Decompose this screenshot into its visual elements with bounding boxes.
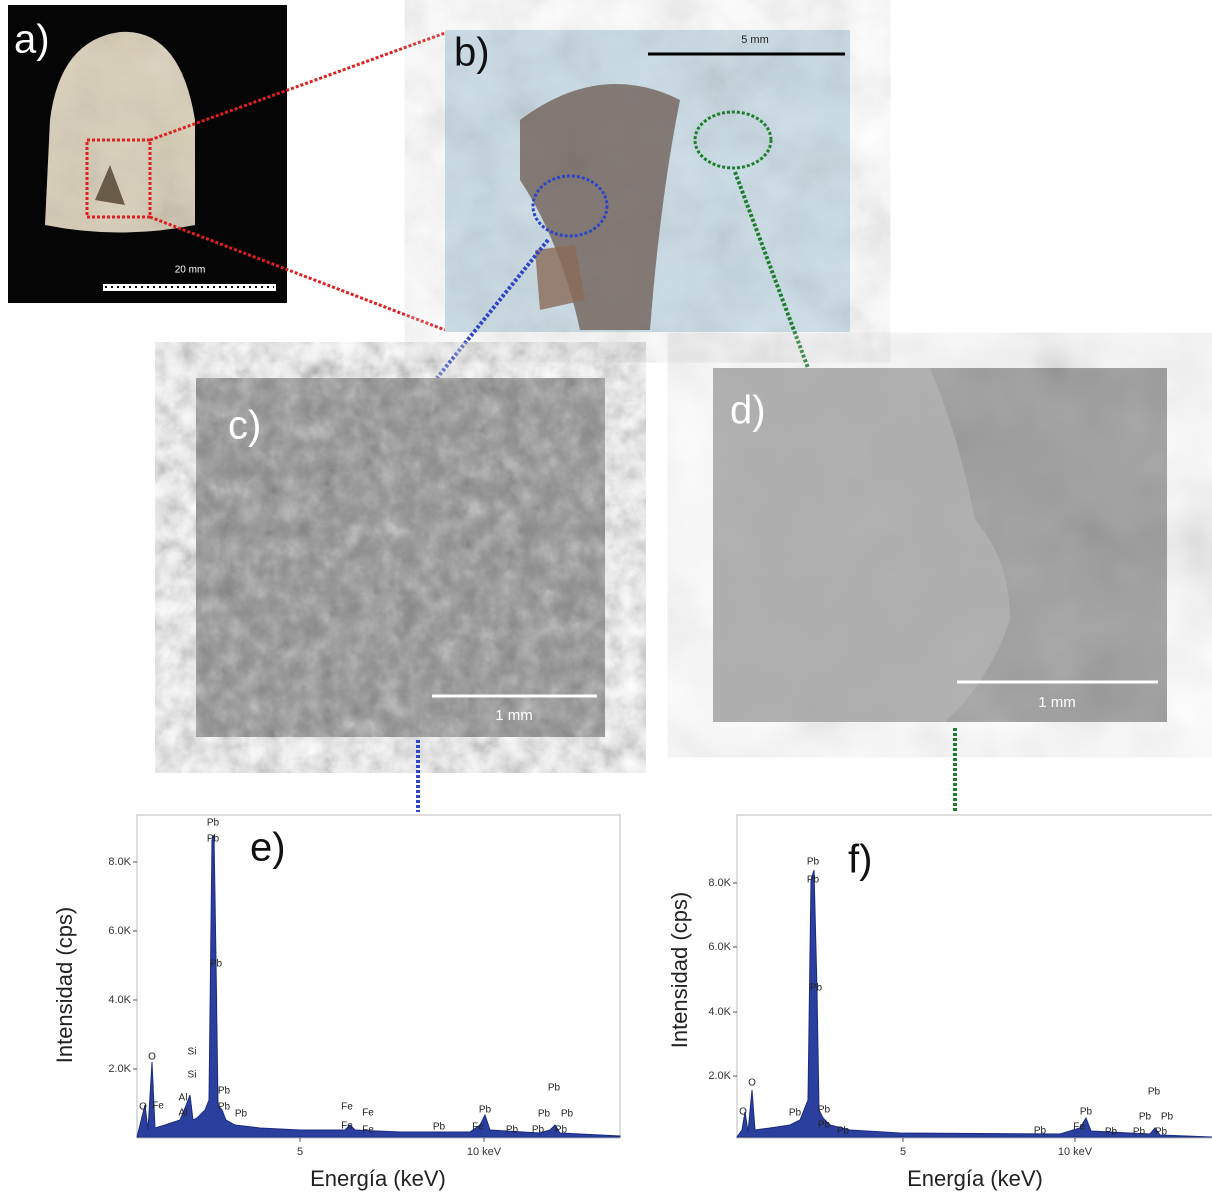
peak-label: Fe — [152, 1101, 164, 1112]
peak-label: Pb — [807, 875, 820, 886]
x-tick-label: 10 keV — [1058, 1146, 1093, 1158]
y-tick-label: 8.0K — [708, 877, 731, 889]
x-tick-label: 10 keV — [467, 1146, 502, 1158]
peak-label: Pb — [1034, 1126, 1047, 1137]
peak-label: Pb — [837, 1126, 850, 1137]
peak-label: O — [139, 1102, 147, 1113]
panel-label: f) — [848, 838, 872, 882]
peak-label: O — [148, 1052, 156, 1063]
x-axis-label: Energía (keV) — [310, 1166, 446, 1191]
panel-label: c) — [228, 404, 261, 448]
peak-label: Pb — [1155, 1127, 1168, 1138]
panel-b: b) 5 mm — [445, 30, 850, 332]
panel-f: f) Energía (keV) Intensidad (cps) 8.0K 6.… — [667, 814, 1212, 1191]
peak-label: Al — [179, 1093, 188, 1104]
peak-label: Pb — [538, 1109, 551, 1120]
peak-label: Pb — [1161, 1112, 1174, 1123]
peak-label: Pb — [218, 1086, 231, 1097]
peak-label: Pb — [548, 1083, 561, 1094]
y-tick-label: 2.0K — [708, 1070, 731, 1082]
y-tick-label: 4.0K — [708, 1006, 731, 1018]
scale-label: 5 mm — [741, 34, 769, 46]
peak-label: Pb — [561, 1109, 574, 1120]
peak-label: Pb — [1105, 1127, 1118, 1138]
peak-label: Fe — [472, 1122, 484, 1133]
scale-label: 1 mm — [1038, 694, 1076, 711]
x-tick-label: 5 — [297, 1146, 303, 1158]
panel-label: b) — [454, 31, 490, 75]
peak-label: Pb — [789, 1108, 802, 1119]
peak-label: O — [739, 1107, 747, 1118]
peak-label: Fe — [341, 1121, 353, 1132]
panel-d: d) 1 mm — [713, 368, 1167, 722]
peak-label: Pb — [555, 1125, 568, 1136]
peak-label: Pb — [207, 818, 220, 829]
scale-label: 1 mm — [495, 707, 533, 724]
y-axis-label: Intensidad (cps) — [667, 892, 692, 1049]
peak-label: Pb — [207, 834, 220, 845]
peak-label: Pb — [506, 1125, 519, 1136]
peak-label: Fe — [1073, 1122, 1085, 1133]
peak-label: Pb — [235, 1109, 248, 1120]
peak-label: Pb — [1080, 1107, 1093, 1118]
panel-e: e) Energía (keV) Intensidad (cps) 8.0K 6.… — [52, 814, 621, 1191]
peak-label: Pb — [1148, 1087, 1161, 1098]
panel-a: a) 20 mm — [8, 5, 287, 303]
y-tick-label: 2.0K — [108, 1063, 131, 1075]
peak-label: Si — [188, 1047, 197, 1058]
y-tick-label: 8.0K — [108, 856, 131, 868]
y-tick-label: 6.0K — [708, 941, 731, 953]
peak-label: Si — [188, 1070, 197, 1081]
peak-label: Pb — [807, 857, 820, 868]
panel-label: d) — [730, 389, 766, 433]
peak-label: Pb — [1139, 1112, 1152, 1123]
x-axis-label: Energía (keV) — [907, 1166, 1043, 1191]
peak-label: Pb — [532, 1125, 545, 1136]
peak-label: Pb — [210, 959, 223, 970]
x-tick-label: 5 — [900, 1146, 906, 1158]
y-tick-label: 4.0K — [108, 994, 131, 1006]
panel-label: e) — [250, 826, 286, 870]
panel-label: a) — [14, 18, 50, 62]
peak-label: Fe — [362, 1125, 374, 1136]
peak-label: Pb — [810, 983, 823, 994]
panel-c: c) 1 mm — [196, 378, 605, 737]
y-axis-label: Intensidad (cps) — [52, 907, 77, 1064]
peak-label: Pb — [479, 1105, 492, 1116]
scale-label: 20 mm — [175, 265, 206, 276]
peak-label: Pb — [1133, 1127, 1146, 1138]
peak-label: Pb — [818, 1120, 831, 1131]
peak-label: Fe — [341, 1102, 353, 1113]
y-tick-label: 6.0K — [108, 925, 131, 937]
peak-label: Al — [179, 1108, 188, 1119]
peak-label: Pb — [218, 1102, 231, 1113]
peak-label: O — [748, 1078, 756, 1089]
peak-label: Fe — [362, 1108, 374, 1119]
peak-label: Pb — [818, 1105, 831, 1116]
peak-label: Pb — [433, 1122, 446, 1133]
